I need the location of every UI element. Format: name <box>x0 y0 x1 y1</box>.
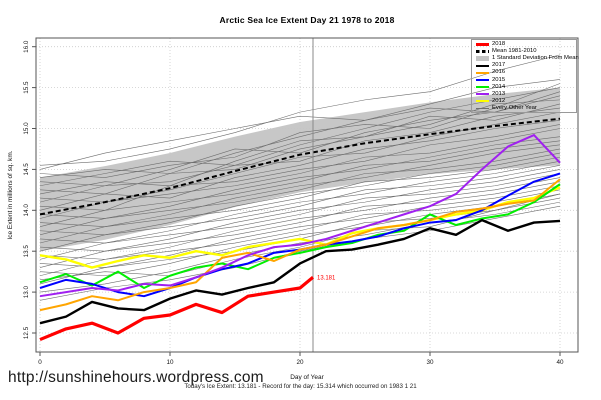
plot-border <box>35 37 579 353</box>
series-2013-line <box>39 134 561 298</box>
x-tick-label: 20 <box>296 359 304 366</box>
legend-swatch-icon <box>476 79 489 81</box>
other-year-line <box>39 181 561 268</box>
other-year-line <box>39 173 561 260</box>
legend-swatch-icon <box>476 93 489 96</box>
other-year-line <box>39 177 561 260</box>
y-tick-label: 14.5 <box>23 163 30 176</box>
legend-label: 2017 <box>492 62 506 69</box>
other-year-line <box>39 205 561 301</box>
legend-swatch-icon <box>476 64 489 67</box>
legend-swatch-icon <box>476 43 489 47</box>
legend-item-2016: 2016 <box>476 69 576 76</box>
y-tick-label: 15.5 <box>23 81 30 94</box>
legend-item-2018: 2018 <box>476 41 576 48</box>
legend-item-every-other-year: Every Other Year <box>476 105 576 112</box>
y-tick-label: 13.0 <box>23 285 30 298</box>
legend-swatch-icon <box>476 50 489 53</box>
series-2018-line <box>39 276 315 342</box>
other-year-line <box>39 124 561 211</box>
x-tick-label: 30 <box>426 359 434 366</box>
other-year-line <box>39 201 561 293</box>
mean-line <box>39 117 561 216</box>
legend-label: 2012 <box>492 97 506 104</box>
other-year-line <box>39 169 561 252</box>
legend-item-mean-1981-2010: Mean 1981-2010 <box>476 48 576 55</box>
x-tick-label: 10 <box>166 359 174 366</box>
legend-label: 2013 <box>492 90 506 97</box>
x-tick-label: 0 <box>38 359 42 366</box>
other-year-line <box>39 83 561 178</box>
legend-item-2017: 2017 <box>476 62 576 69</box>
footer-note: Today's Ice Extent: 13.181 - Record for … <box>184 383 417 390</box>
series-2014-line <box>39 183 561 290</box>
y-tick-label: 12.5 <box>23 326 30 339</box>
other-year-line <box>39 103 561 195</box>
legend-item-1-standard-deviation-from-mean: 1 Standard Deviation From Mean <box>476 55 579 62</box>
legend-swatch-icon <box>476 55 489 62</box>
other-year-line <box>39 185 561 268</box>
plot-generated-layers: 13.181 0 10 20 30 40 12.5 13.0 13.5 14.0 14.5 15.0 1… <box>23 37 579 366</box>
y-tick-label: 15.0 <box>23 122 30 135</box>
chart-title: Arctic Sea Ice Extent Day 21 1978 to 201… <box>219 15 395 25</box>
other-year-line <box>39 120 561 211</box>
other-year-line <box>39 193 561 281</box>
legend-label: Every Other Year <box>492 104 537 111</box>
y-tick-label: 13.5 <box>23 245 30 258</box>
legend-swatch-icon <box>476 86 489 89</box>
legend-item-2013: 2013 <box>476 91 576 98</box>
other-year-line <box>39 54 561 166</box>
extent-annotation: 13.181 <box>317 275 336 281</box>
other-year-line <box>39 156 561 244</box>
other-year-line <box>39 99 561 195</box>
other-year-line <box>39 79 561 178</box>
other-year-line <box>39 136 561 219</box>
legend-swatch-icon <box>476 107 489 109</box>
other-year-line <box>39 128 561 219</box>
x-axis-label: Day of Year <box>290 374 324 381</box>
legend-label: 2016 <box>492 69 506 76</box>
footer-url: http://sunshinehours.wordpress.com <box>8 369 264 386</box>
legend-item-2012: 2012 <box>476 98 576 105</box>
legend-item-2014: 2014 <box>476 84 576 91</box>
legend-label: 2018 <box>492 41 506 48</box>
other-year-line <box>39 148 561 236</box>
legend-swatch-icon <box>476 71 489 74</box>
y-tick-label: 16.0 <box>23 40 30 53</box>
legend-label: 2014 <box>492 83 506 90</box>
series-2016-line <box>39 178 561 312</box>
other-year-line <box>39 165 561 252</box>
legend-swatch-icon <box>476 100 489 103</box>
other-year-line <box>39 189 561 277</box>
other-year-line <box>39 107 561 203</box>
x-tick-label: 40 <box>556 359 564 366</box>
legend-label: Mean 1981-2010 <box>492 48 537 55</box>
legend-label: 1 Standard Deviation From Mean <box>492 55 579 62</box>
legend-box: 2018 Mean 1981-2010 1 Standard Deviation F… <box>471 39 579 113</box>
y-axis-label: Ice Extent in millions of sq. km. <box>7 150 14 239</box>
legend-item-2015: 2015 <box>476 77 576 84</box>
series-2017-line <box>39 218 561 325</box>
other-year-line <box>39 152 561 236</box>
y-tick-label: 14.0 <box>23 204 30 217</box>
other-year-line <box>39 144 561 227</box>
other-year-line <box>39 140 561 227</box>
series-2012-line <box>39 186 561 269</box>
legend-label: 2015 <box>492 76 506 83</box>
other-year-line <box>39 87 561 187</box>
